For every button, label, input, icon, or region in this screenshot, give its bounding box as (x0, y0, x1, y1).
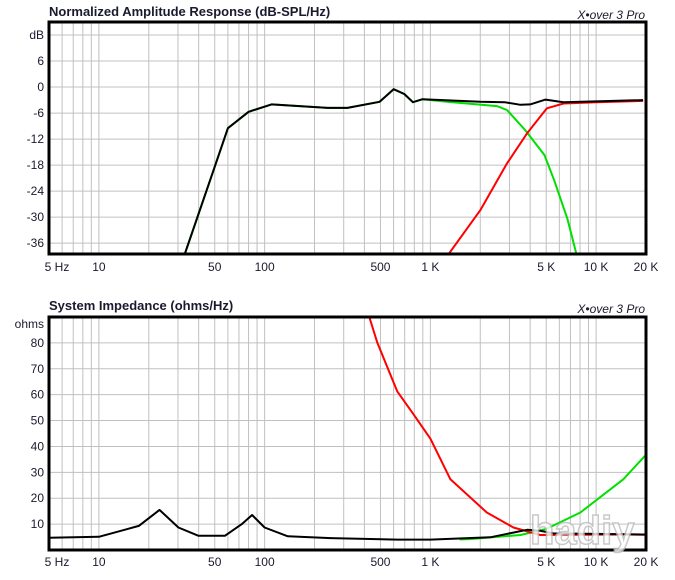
y-tick-label: 30 (31, 465, 45, 479)
amplitude-chart-title: Normalized Amplitude Response (dB-SPL/Hz… (49, 4, 330, 19)
y-tick-label: -30 (27, 210, 45, 224)
x-tick-label: 20 K (634, 555, 659, 569)
y-tick-label: 50 (31, 414, 45, 428)
x-tick-label: 5 Hz (45, 260, 70, 274)
x-tick-label: 100 (255, 555, 275, 569)
y-tick-label: -18 (27, 158, 45, 172)
impedance-brand-label: X•over 3 Pro (576, 302, 645, 316)
x-tick-label: 5 Hz (45, 555, 70, 569)
x-tick-label: 50 (208, 555, 222, 569)
x-tick-label: 50 (208, 260, 222, 274)
x-tick-label: 10 K (584, 555, 609, 569)
tweeter-curve (368, 317, 646, 536)
y-tick-label: 60 (31, 388, 45, 402)
x-tick-label: 100 (255, 260, 275, 274)
x-tick-label: 5 K (537, 555, 555, 569)
x-tick-label: 10 K (584, 260, 609, 274)
y-tick-label: -12 (27, 132, 45, 146)
y-tick-label: 0 (37, 80, 44, 94)
y-tick-label: 40 (31, 439, 45, 453)
y-tick-label: 80 (31, 336, 45, 350)
x-tick-label: 500 (370, 555, 390, 569)
plot-frame (47, 20, 648, 256)
x-tick-label: 5 K (537, 260, 555, 274)
plot-frame (47, 315, 648, 552)
y-tick-label: 20 (31, 491, 45, 505)
x-tick-label: 10 (92, 555, 106, 569)
x-tick-label: 500 (370, 260, 390, 274)
amplitude-chart: Normalized Amplitude Response (dB-SPL/Hz… (27, 4, 659, 274)
impedance-chart-title: System Impedance (ohms/Hz) (49, 298, 233, 313)
y-tick-label: -24 (27, 184, 45, 198)
amplitude-y-unit: dB (29, 28, 44, 42)
system-curve (183, 88, 644, 254)
impedance-chart: System Impedance (ohms/Hz) X•over 3 Pro … (15, 298, 659, 569)
y-tick-label: 10 (31, 517, 45, 531)
y-tick-label: 6 (37, 54, 44, 68)
impedance-y-unit: ohms (15, 317, 44, 331)
x-tick-label: 1 K (421, 260, 439, 274)
x-tick-label: 20 K (634, 260, 659, 274)
x-tick-label: 1 K (421, 555, 439, 569)
x-tick-label: 10 (92, 260, 106, 274)
y-tick-label: -36 (27, 236, 45, 250)
system-curve (49, 508, 646, 541)
amplitude-brand-label: X•over 3 Pro (576, 8, 645, 22)
watermark-logo: hadiy (530, 509, 635, 553)
y-tick-label: 70 (31, 362, 45, 376)
y-tick-label: -6 (33, 106, 44, 120)
